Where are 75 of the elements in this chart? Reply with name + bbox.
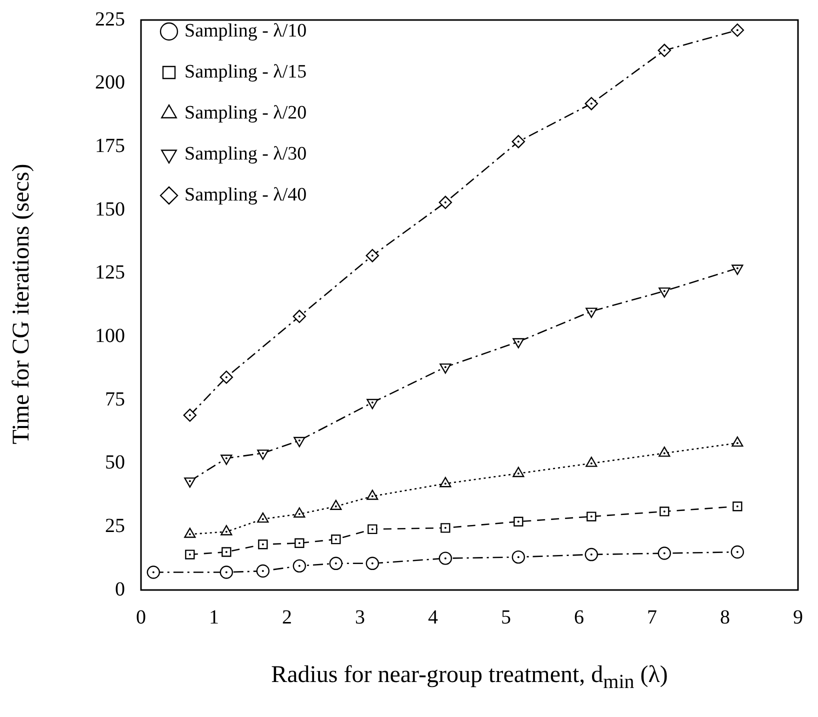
point — [730, 24, 744, 37]
point — [257, 512, 269, 523]
point — [294, 436, 306, 448]
x-tick-label: 6 — [574, 606, 584, 628]
point — [440, 363, 452, 374]
point — [584, 548, 598, 562]
point — [730, 545, 744, 559]
point — [366, 398, 378, 410]
y-tick-label: 100 — [95, 324, 125, 347]
point — [294, 507, 306, 518]
point — [438, 552, 452, 565]
point — [584, 97, 598, 110]
legend-label: Sampling - λ/20 — [184, 102, 307, 124]
point — [440, 477, 452, 488]
point — [512, 135, 526, 148]
y-axis-title: Time for CG iterations (secs) — [8, 164, 36, 444]
point — [732, 264, 744, 275]
point — [183, 408, 197, 422]
legend-label: Sampling - λ/40 — [184, 184, 307, 206]
point — [732, 502, 742, 512]
point — [366, 249, 380, 262]
y-tick-label: 50 — [105, 452, 125, 474]
x-tick-label: 9 — [793, 606, 803, 628]
point — [512, 466, 524, 478]
point — [294, 538, 304, 548]
x-axis-title: Radius for near-group treatment, d$_{min}$ (λ) — [270, 662, 669, 694]
point — [331, 534, 341, 544]
point — [512, 550, 526, 564]
point — [185, 550, 195, 560]
point — [366, 556, 380, 570]
x-tick-label: 7 — [647, 606, 657, 628]
point — [586, 512, 596, 522]
point — [440, 523, 450, 533]
y-tick-label: 150 — [95, 198, 125, 220]
point — [184, 528, 196, 538]
point — [222, 547, 232, 557]
y-tick-label: 125 — [95, 262, 125, 284]
point — [220, 525, 232, 536]
x-tick-label: 8 — [720, 606, 730, 628]
point — [220, 566, 234, 579]
point — [658, 546, 672, 560]
point — [256, 564, 270, 578]
point — [220, 370, 234, 384]
point — [660, 506, 670, 516]
point — [292, 310, 306, 323]
y-tick-label: 225 — [95, 8, 125, 30]
point — [512, 338, 524, 348]
point — [258, 540, 268, 550]
legend-label: Sampling - λ/15 — [184, 61, 307, 82]
point — [366, 490, 378, 500]
x-tick-label: 1 — [209, 606, 219, 628]
y-tick-label: 25 — [105, 514, 125, 537]
point — [292, 559, 306, 573]
point — [329, 556, 343, 570]
point — [184, 477, 196, 488]
point — [658, 44, 672, 57]
point — [658, 446, 670, 457]
x-tick-label: 4 — [428, 606, 438, 628]
y-tick-label: 0 — [115, 578, 125, 600]
y-tick-label: 175 — [95, 134, 125, 157]
point — [586, 308, 598, 318]
point — [220, 454, 232, 465]
y-tick-label: 75 — [105, 388, 125, 410]
point — [146, 566, 160, 579]
point — [368, 524, 378, 534]
x-tick-label: 0 — [136, 606, 146, 628]
legend-label: Sampling - λ/10 — [184, 20, 307, 42]
y-tick-label: 200 — [95, 72, 125, 94]
x-tick-label: 3 — [355, 606, 365, 628]
point — [438, 196, 452, 209]
x-tick-label: 2 — [282, 606, 292, 628]
point — [514, 516, 524, 526]
legend-label: Sampling - λ/30 — [184, 143, 307, 164]
point — [658, 287, 670, 298]
x-tick-label: 5 — [501, 606, 511, 628]
